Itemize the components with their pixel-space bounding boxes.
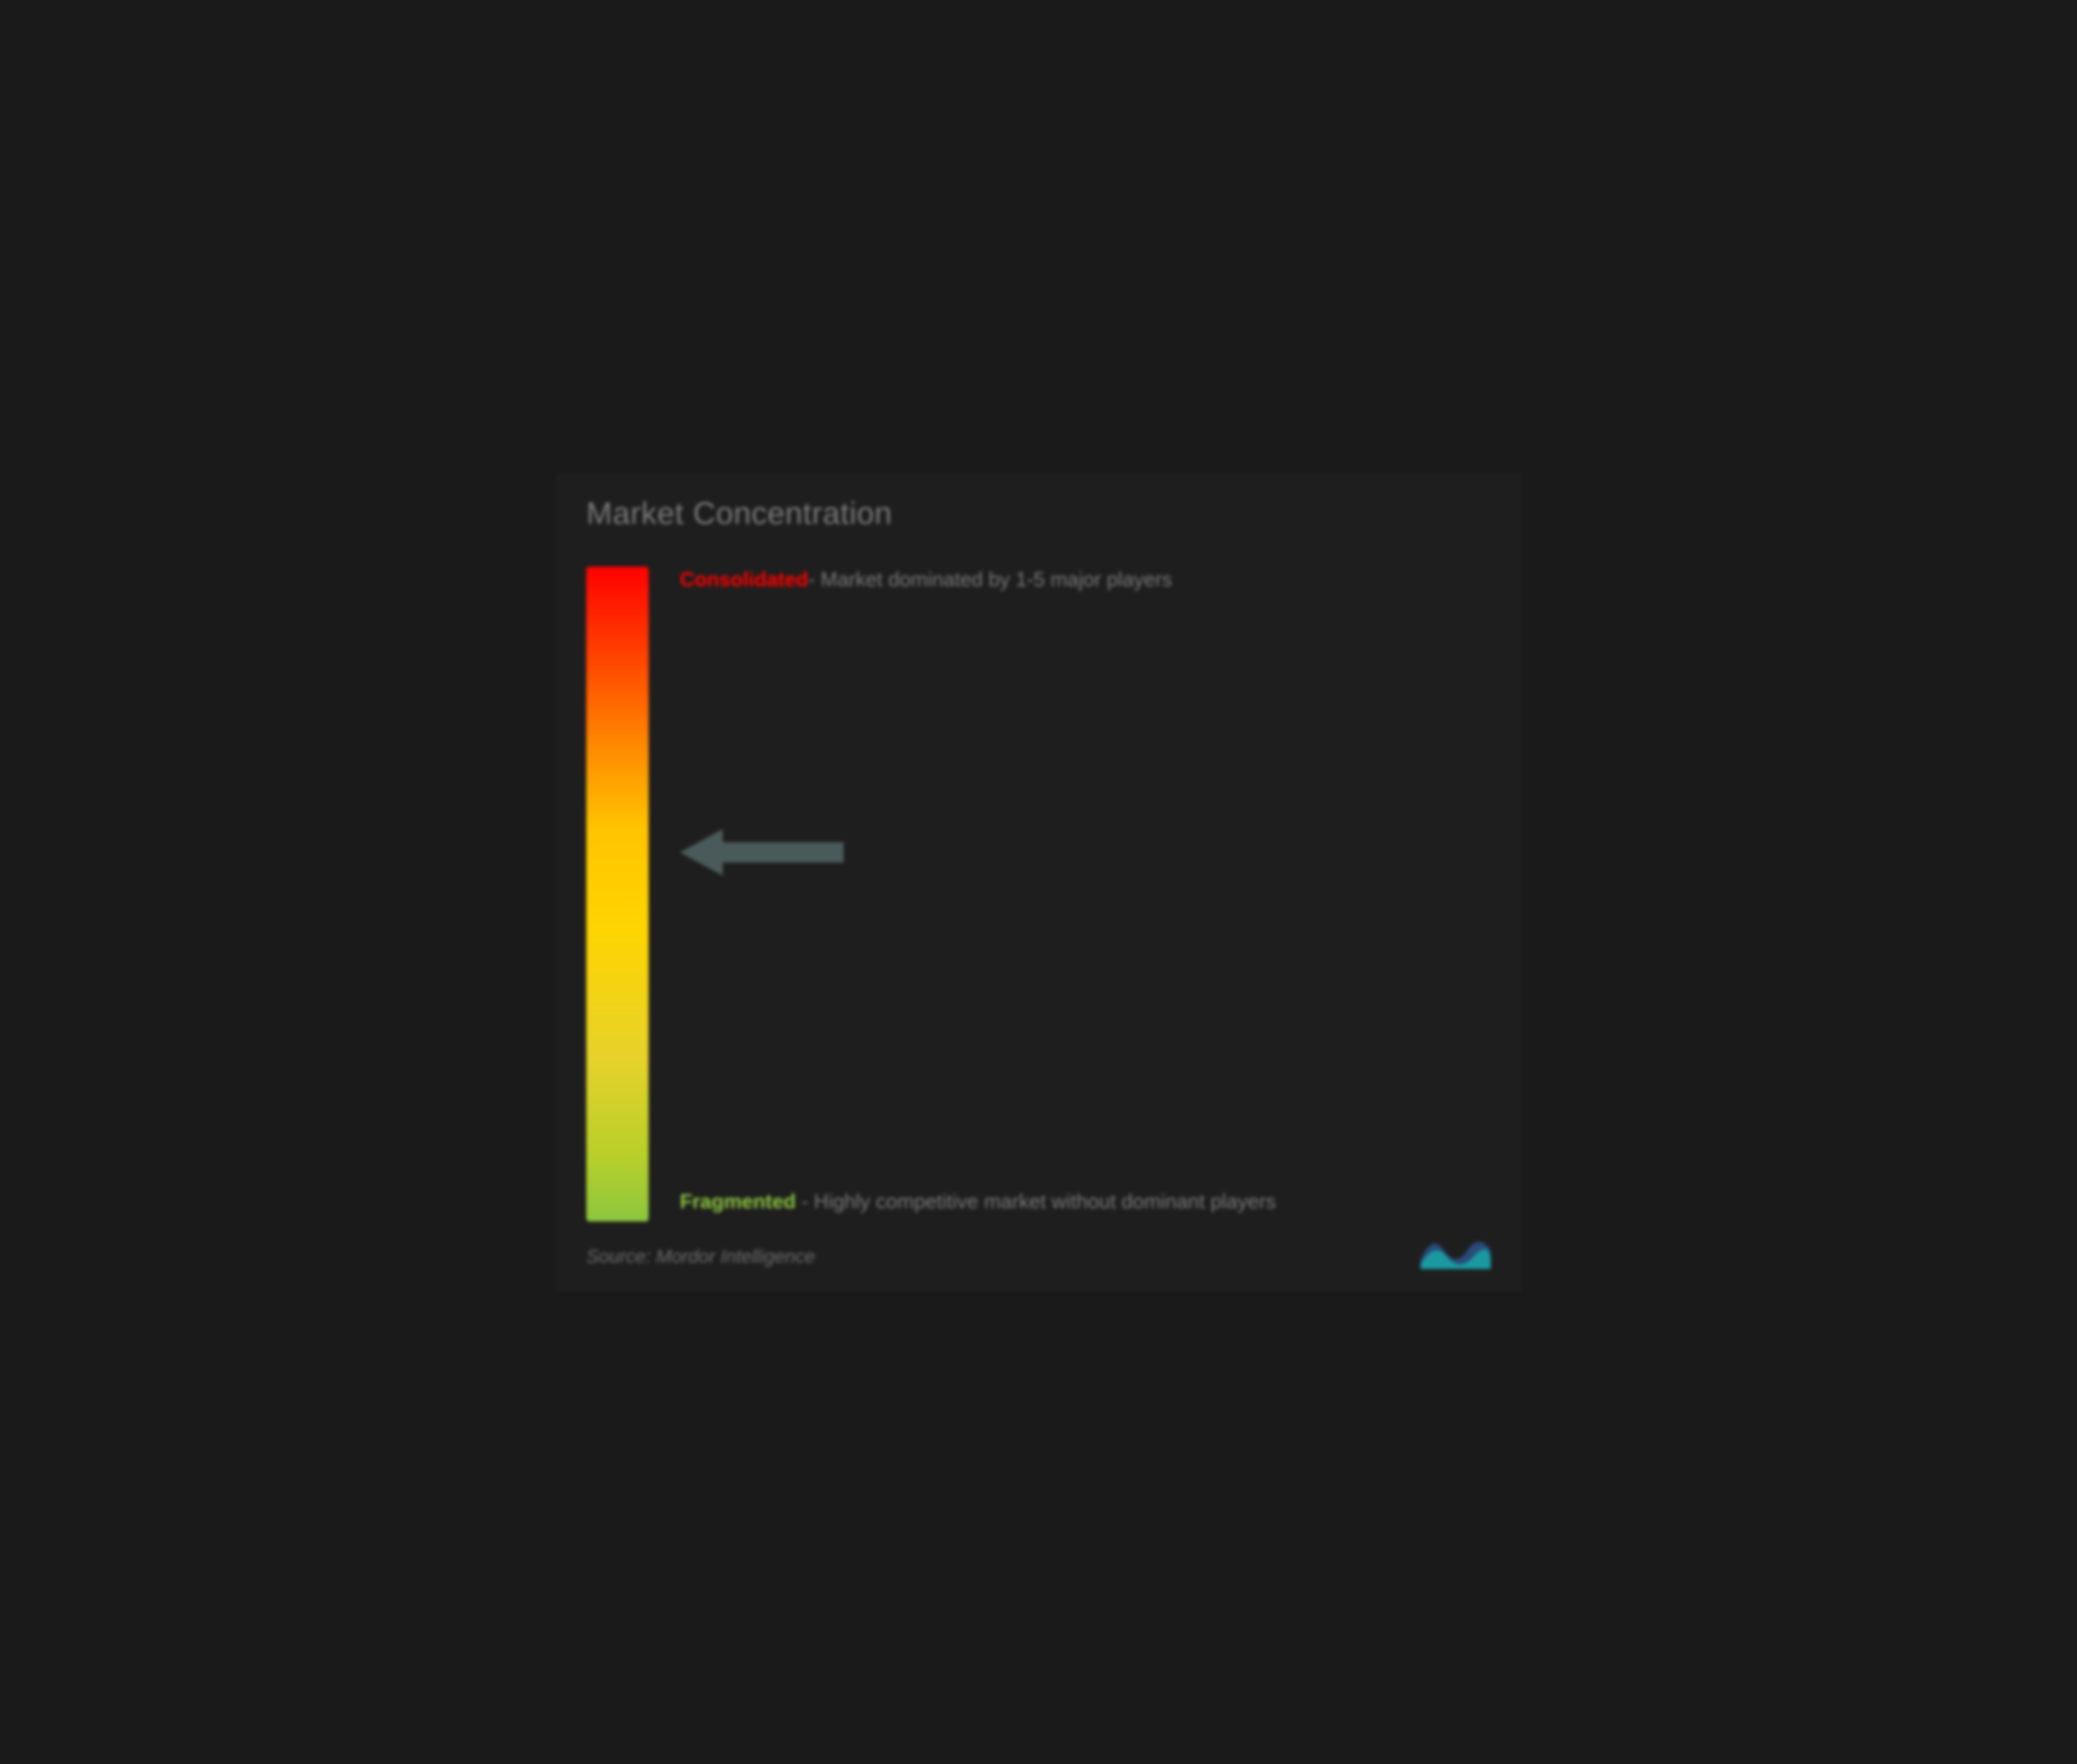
market-concentration-card: Market Concentration Consolidated- Marke… [555,473,1522,1292]
card-content: Consolidated- Market dominated by 1-5 ma… [586,567,1491,1221]
consolidated-label: Consolidated- Market dominated by 1-5 ma… [680,564,1460,596]
arrow-left-icon [680,829,844,876]
concentration-gradient-bar [586,567,649,1221]
source-attribution: Source: Mordor Intelligence [586,1246,815,1268]
mordor-logo [1421,1227,1491,1273]
labels-area: Consolidated- Market dominated by 1-5 ma… [680,567,1491,1221]
fragmented-label: Fragmented - Highly competitive market w… [680,1181,1460,1221]
fragmented-term: Fragmented [680,1190,796,1213]
card-title: Market Concentration [586,497,1491,532]
fragmented-desc: - Highly competitive market without domi… [796,1190,1276,1213]
indicator-arrow [680,829,844,880]
consolidated-term: Consolidated [680,567,809,591]
consolidated-desc: - Market dominated by 1-5 major players [809,567,1173,591]
mordor-logo-icon [1421,1227,1491,1269]
